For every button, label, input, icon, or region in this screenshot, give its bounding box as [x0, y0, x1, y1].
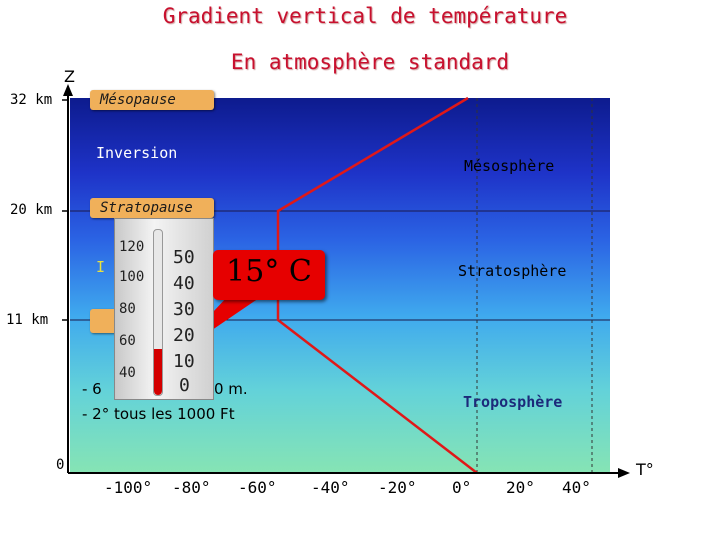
temperature-callout — [213, 250, 325, 300]
diagram-subtitle: En atmosphère standard — [230, 50, 510, 74]
altitude-11km: 11 km — [6, 312, 49, 328]
temp-tick: -60° — [238, 478, 277, 497]
inversion-label: Inversion — [96, 144, 178, 162]
gradient-note-1-end: 0 m. — [214, 380, 248, 398]
z-axis-label: Z — [64, 67, 75, 86]
temp-tick: 20° — [506, 478, 535, 497]
diagram-title: Gradient vertical de température — [162, 4, 568, 28]
temp-tick: -80° — [172, 478, 211, 497]
mesosphere-label: Mésosphère — [464, 157, 555, 175]
gradient-note-1: - 6 — [82, 380, 102, 398]
inversion-label-lower: I — [96, 258, 106, 276]
temp-tick: 40° — [562, 478, 591, 497]
altitude-0: 0 — [56, 457, 65, 473]
callout-text: 15° C — [226, 254, 312, 289]
t-axis-arrow — [618, 468, 630, 478]
thermometer-image: 120 100 80 60 40 50 40 30 20 10 0 — [114, 218, 214, 400]
gradient-note-2: - 2° tous les 1000 Ft — [82, 405, 235, 423]
z-axis-arrow — [63, 84, 73, 96]
t-axis-label: T° — [636, 460, 654, 479]
altitude-20km: 20 km — [10, 202, 53, 218]
stratosphere-label: Stratosphère — [458, 262, 567, 280]
altitude-32km: 32 km — [10, 92, 53, 108]
temp-tick: 0° — [452, 478, 472, 497]
stratopause-box: Stratopause — [90, 198, 214, 218]
temp-tick: -40° — [311, 478, 350, 497]
mesopause-box: Mésopause — [90, 90, 214, 110]
troposphere-label: Troposphère — [463, 393, 563, 411]
temp-tick: -100° — [104, 478, 153, 497]
temp-tick: -20° — [378, 478, 417, 497]
thermometer-tube — [153, 229, 163, 396]
thermometer-mercury — [154, 349, 162, 395]
